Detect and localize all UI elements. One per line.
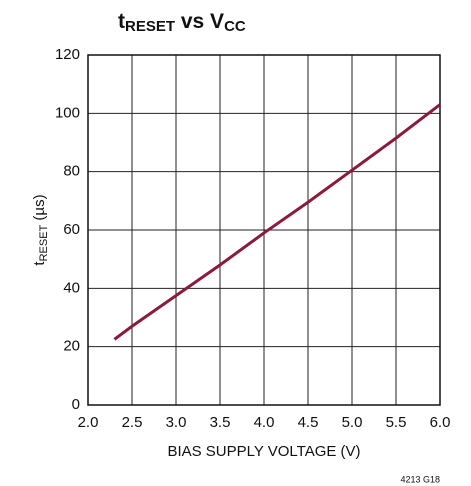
ylabel-part: (µs) — [31, 194, 48, 224]
ylabel-part: RESET — [38, 224, 50, 261]
x-axis-label: BIAS SUPPLY VOLTAGE (V) — [167, 443, 360, 460]
y-tick-label: 40 — [63, 279, 80, 296]
title-part: CC — [224, 18, 246, 35]
y-tick-label: 0 — [72, 396, 80, 413]
title-part: RESET — [125, 18, 175, 35]
y-tick-label: 20 — [63, 338, 80, 355]
ylabel-part: t — [31, 261, 48, 266]
x-tick-label: 6.0 — [430, 414, 451, 431]
x-tick-label: 4.5 — [298, 414, 319, 431]
y-tick-label: 80 — [63, 163, 80, 180]
x-tick-label: 4.0 — [254, 414, 275, 431]
x-tick-label: 3.0 — [166, 414, 187, 431]
y-axis-label: tRESET (µs) — [31, 194, 50, 265]
data-line — [113, 103, 441, 341]
y-tick-label: 120 — [55, 46, 80, 63]
title-part: vs V — [175, 10, 224, 33]
x-tick-label: 5.5 — [386, 414, 407, 431]
x-tick-label: 3.5 — [210, 414, 231, 431]
x-tick-label: 5.0 — [342, 414, 363, 431]
x-tick-label: 2.5 — [122, 414, 143, 431]
figure-note: 4213 G18 — [400, 474, 440, 484]
title-part: t — [118, 10, 125, 33]
x-tick-label: 2.0 — [78, 414, 99, 431]
chart-title: tRESET vs VCC — [118, 10, 246, 35]
plot-frame — [87, 54, 441, 406]
y-tick-label: 60 — [63, 221, 80, 238]
y-tick-label: 100 — [55, 104, 80, 121]
